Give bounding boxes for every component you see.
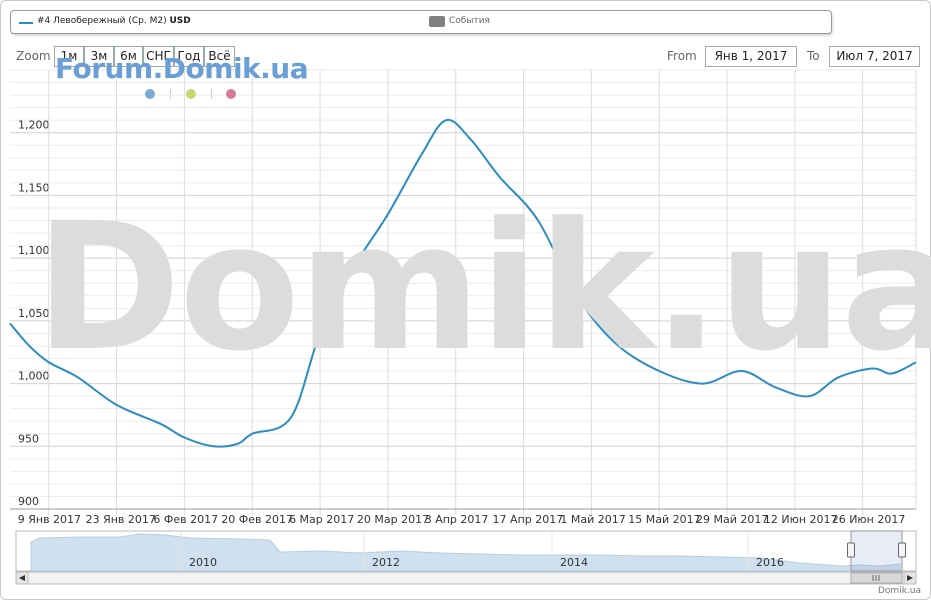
navigator-selection[interactable] [850, 530, 903, 572]
navigator-year-label: 2014 [560, 556, 588, 569]
x-tick-label: 20 Мар 2017 [357, 513, 429, 526]
indicator-separator [170, 89, 171, 99]
y-tick-label: 1,200 [18, 119, 50, 132]
to-date-input[interactable]: Июл 7, 2017 [829, 46, 920, 67]
x-tick-label: 29 Май 2017 [696, 513, 768, 526]
events-legend-label[interactable]: События [449, 16, 490, 26]
x-tick-label: 17 Апр 2017 [493, 513, 564, 526]
from-label: From [667, 49, 697, 63]
x-tick-label: 23 Янв 2017 [86, 513, 156, 526]
x-tick-label: 3 Апр 2017 [425, 513, 489, 526]
scroll-left-arrow-icon [19, 575, 25, 581]
series-line[interactable] [9, 118, 917, 448]
x-tick-label: 12 Июн 2017 [764, 513, 838, 526]
zoom-label: Zoom [16, 49, 51, 63]
legend: #4 Левобережный (Ср. М2) USD События [10, 10, 832, 34]
zoom-button-3[interactable]: СНГ [143, 46, 174, 67]
series-legend-unit: USD [169, 16, 191, 26]
y-tick-label: 950 [18, 432, 39, 445]
events-legend-swatch[interactable] [429, 16, 445, 27]
x-tick-label: 1 Май 2017 [560, 513, 625, 526]
navigator-year-label: 2012 [372, 556, 400, 569]
zoom-button-0[interactable]: 1м [54, 46, 84, 67]
x-tick-label: 9 Янв 2017 [18, 513, 81, 526]
zoom-button-2[interactable]: 6м [114, 46, 143, 67]
navigator-left-handle[interactable] [847, 542, 855, 558]
site-credit[interactable]: Domik.ua [878, 586, 921, 596]
navigator-area [30, 533, 901, 572]
to-label: To [807, 49, 820, 63]
indicator-dot-1[interactable] [186, 89, 196, 99]
x-tick-label: 6 Фев 2017 [153, 513, 218, 526]
indicator-separator [211, 89, 212, 99]
x-tick-label: 15 Май 2017 [628, 513, 700, 526]
zoom-button-4[interactable]: Год [174, 46, 204, 67]
x-tick-label: 20 Фев 2017 [221, 513, 293, 526]
scroll-right-arrow-icon [907, 575, 913, 581]
series-legend-label: #4 Левобережный (Ср. М2) [37, 16, 167, 26]
indicator-dot-2[interactable] [226, 89, 236, 99]
series-legend-marker[interactable] [19, 22, 33, 24]
y-tick-label: 1,150 [18, 181, 50, 194]
navigator-right-handle[interactable] [898, 542, 906, 558]
scrollbar-track[interactable] [15, 571, 917, 585]
zoom-button-5[interactable]: Всё [204, 46, 235, 67]
zoom-button-1[interactable]: 3м [84, 46, 114, 67]
indicator-dot-0[interactable] [145, 89, 155, 99]
y-tick-label: 1,050 [18, 307, 50, 320]
forum-watermark: Forum.Domik.ua [55, 52, 309, 85]
navigator-year-label: 2010 [189, 556, 217, 569]
series-legend-item[interactable]: #4 Левобережный (Ср. М2) USD [37, 16, 191, 26]
y-tick-label: 900 [18, 495, 39, 508]
domik-watermark: Domik.ua [35, 185, 931, 390]
x-tick-label: 6 Мар 2017 [289, 513, 354, 526]
from-date-input[interactable]: Янв 1, 2017 [705, 46, 797, 67]
navigator-year-label: 2016 [756, 556, 784, 569]
x-tick-label: 26 Июн 2017 [832, 513, 906, 526]
y-tick-label: 1,000 [18, 370, 50, 383]
y-tick-label: 1,100 [18, 244, 50, 257]
